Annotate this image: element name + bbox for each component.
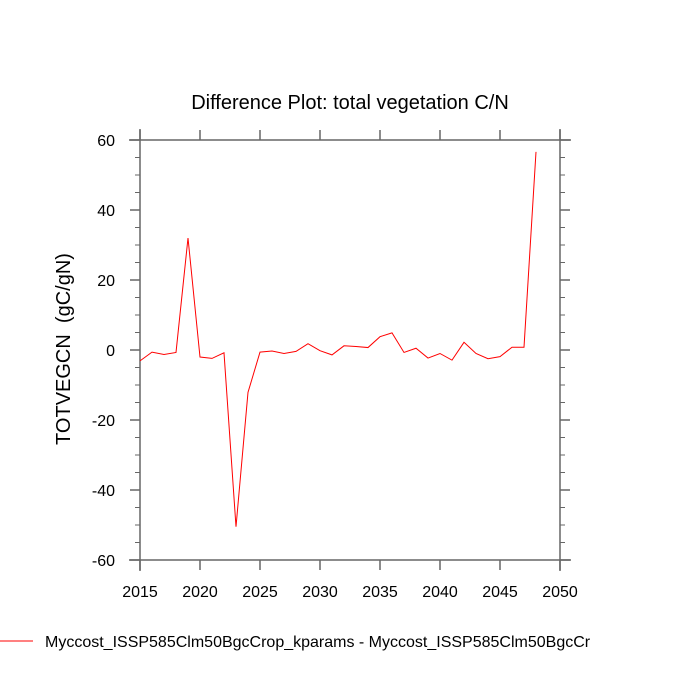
series-group [139,151,537,527]
y-tick-label: 0 [106,343,115,360]
legend: Myccost_ISSP585Clm50BgcCrop_kparams - My… [0,634,591,651]
y-tick-labels: 60 40 20 0 -20 -40 -60 [92,133,115,570]
axis-ticks [130,130,570,570]
x-tick-label: 2020 [182,584,218,601]
x-tick-label: 2045 [482,584,518,601]
y-tick-label: -40 [92,483,115,500]
x-tick-label: 2050 [542,584,578,601]
chart-title: Difference Plot: total vegetation C/N [191,92,509,114]
series-line [139,151,537,527]
y-tick-label: -20 [92,413,115,430]
x-tick-label: 2040 [422,584,458,601]
legend-label: Myccost_ISSP585Clm50BgcCrop_kparams - My… [45,634,591,651]
y-tick-label: 20 [97,273,115,290]
x-tick-labels: 2015 2020 2025 2030 2035 2040 2045 2050 [122,584,578,601]
x-tick-label: 2030 [302,584,338,601]
x-tick-label: 2015 [122,584,158,601]
y-tick-label: -60 [92,553,115,570]
y-axis-label: TOTVEGCN (gC/gN) [53,253,75,445]
y-tick-label: 40 [97,203,115,220]
x-tick-label: 2035 [362,584,398,601]
plot-frame [129,129,571,571]
x-tick-label: 2025 [242,584,278,601]
y-tick-label: 60 [97,133,115,150]
